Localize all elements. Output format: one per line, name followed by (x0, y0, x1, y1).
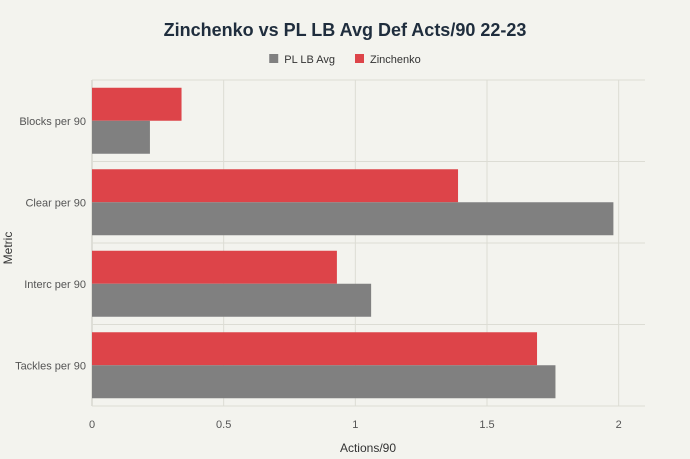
y-tick-label-tackles-per-90: Tackles per 90 (15, 360, 86, 372)
bar-pl-lb-avg-interc-per-90 (92, 283, 372, 317)
bar-pl-lb-avg-tackles-per-90 (92, 365, 556, 399)
bars (92, 87, 614, 399)
legend-label-zinchenko: Zinchenko (370, 54, 421, 66)
y-tick-label-interc-per-90: Interc per 90 (24, 279, 86, 291)
bar-pl-lb-avg-clear-per-90 (92, 202, 614, 236)
y-tick-label-blocks-per-90: Blocks per 90 (19, 116, 86, 128)
x-tick-label: 0 (89, 419, 95, 431)
x-axis-title: Actions/90 (340, 441, 396, 455)
bar-zinchenko-interc-per-90 (92, 250, 337, 284)
x-tick-labels: 0 0.5 1 1.5 2 (89, 419, 622, 431)
bar-zinchenko-blocks-per-90 (92, 87, 182, 121)
x-tick-label: 2 (616, 419, 622, 431)
grid-lines (91, 79, 645, 407)
y-tick-labels: Blocks per 90 Clear per 90 Interc per 90 Ta… (15, 116, 86, 373)
y-tick-label-clear-per-90: Clear per 90 (25, 197, 86, 209)
legend-swatch-zinchenko (355, 54, 364, 63)
bar-zinchenko-clear-per-90 (92, 169, 459, 203)
legend-swatch-pl-lb-avg (269, 54, 279, 63)
bar-pl-lb-avg-blocks-per-90 (92, 120, 150, 154)
chart-title: Zinchenko vs PL LB Avg Def Acts/90 22-23 (164, 20, 527, 40)
x-tick-label: 1.5 (479, 419, 494, 431)
x-tick-label: 1 (352, 419, 358, 431)
x-tick-label: 0.5 (216, 419, 231, 431)
legend-label-pl-lb-avg: PL LB Avg (284, 54, 335, 66)
y-axis-title: Metric (1, 232, 15, 265)
bar-zinchenko-tackles-per-90 (92, 332, 538, 366)
legend: PL LB Avg Zinchenko (269, 54, 421, 66)
